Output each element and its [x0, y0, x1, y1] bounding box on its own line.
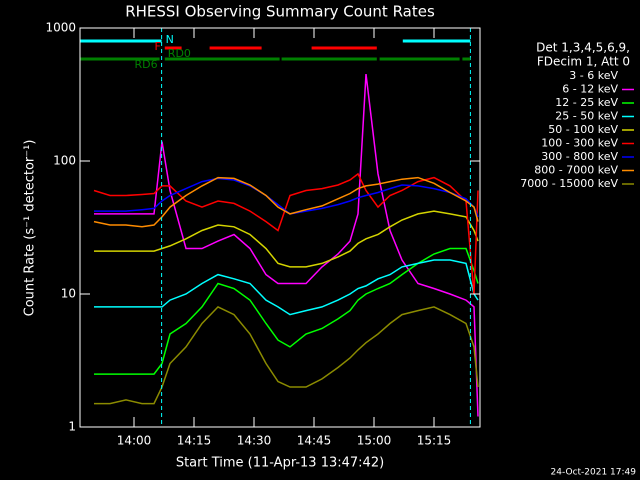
y-tick-label: 100 [53, 154, 76, 168]
legend-label: 7000 - 15000 keV [520, 177, 618, 190]
series-line [94, 305, 479, 405]
legend-label: 6 - 12 keV [562, 83, 618, 96]
y-tick-label: 1000 [45, 21, 76, 35]
legend-label: 800 - 7000 keV [534, 164, 618, 177]
legend-label: 25 - 50 keV [555, 110, 618, 123]
x-tick-label: 14:00 [117, 434, 152, 448]
series-line [93, 176, 479, 228]
legend-title: Det 1,3,4,5,6,9, [536, 41, 630, 55]
legend-label: 12 - 25 keV [555, 96, 618, 109]
series-line [94, 259, 479, 316]
x-tick-label: 15:00 [357, 434, 392, 448]
y-tick-label: 10 [61, 287, 76, 301]
series-line [94, 74, 479, 417]
series-line [93, 172, 479, 295]
legend-label: 300 - 800 keV [541, 150, 618, 163]
x-tick-label: 15:15 [417, 434, 452, 448]
x-tick-label: 14:30 [237, 434, 272, 448]
flag-label: RD6 [134, 58, 157, 71]
x-tick-label: 14:15 [177, 434, 212, 448]
legend-label: 3 - 6 keV [569, 69, 618, 82]
timestamp: 24-Oct-2021 17:49 [551, 468, 637, 478]
chart-title: RHESSI Observing Summary Count Rates [125, 3, 435, 21]
flag-label: N [166, 33, 174, 46]
legend-title: FDecim 1, Att 0 [537, 55, 630, 69]
flag-label: RD0 [168, 47, 191, 60]
y-tick-label: 1 [68, 420, 76, 434]
flag-label: F [154, 40, 160, 53]
x-axis-label: Start Time (11-Apr-13 13:47:42) [176, 456, 384, 471]
series-line [94, 107, 479, 335]
legend-label: 100 - 300 keV [541, 137, 618, 150]
legend-label: 50 - 100 keV [548, 123, 618, 136]
x-tick-label: 14:45 [297, 434, 332, 448]
plot-frame [79, 27, 481, 428]
y-axis-label: Count Rate (s⁻¹ detector⁻¹) [23, 140, 38, 317]
series-line [94, 210, 479, 268]
series-line [94, 247, 479, 375]
